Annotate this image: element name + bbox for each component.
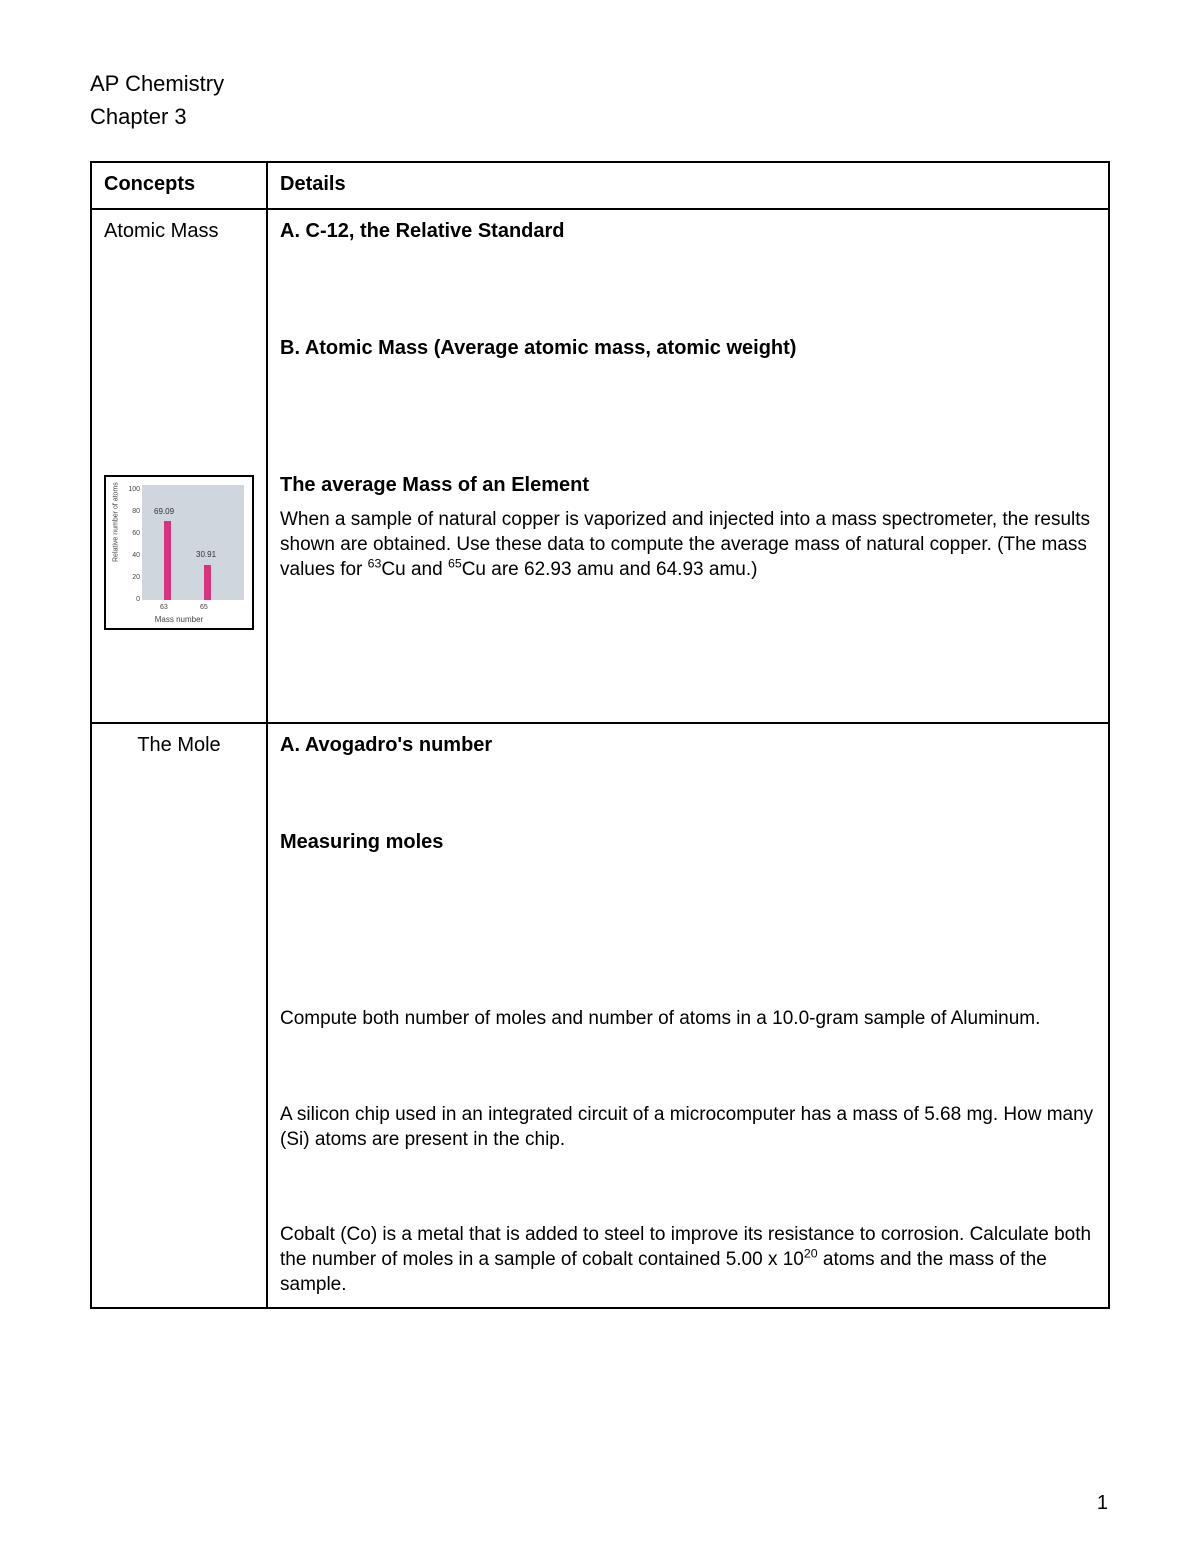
concept-label: The Mole — [104, 732, 254, 759]
isotope-symbol: Cu — [381, 559, 405, 580]
doc-title: AP Chemistry — [90, 70, 1110, 99]
details-cell-the-mole: A. Avogadro's number Measuring moles Com… — [267, 723, 1109, 1307]
details-cell-atomic-mass: A. C-12, the Relative Standard B. Atomic… — [267, 209, 1109, 723]
chart-y-label: Relative number of atoms — [111, 482, 120, 562]
chart-y-tick: 20 — [126, 573, 140, 582]
section-a-heading: A. C-12, the Relative Standard — [280, 218, 1096, 245]
col-header-details: Details — [267, 162, 1109, 209]
isotope-sup: 65 — [448, 557, 462, 571]
text-fragment: and — [406, 559, 448, 580]
table-row: The Mole A. Avogadro's number Measuring … — [91, 723, 1109, 1307]
table-row: Atomic Mass Relative number of atoms 100… — [91, 209, 1109, 723]
chart-y-tick: 60 — [126, 529, 140, 538]
chart-y-tick: 80 — [126, 507, 140, 516]
chart-y-tick: 100 — [126, 485, 140, 494]
problem-text: Cobalt (Co) is a metal that is added to … — [280, 1222, 1096, 1297]
problem-text: When a sample of natural copper is vapor… — [280, 507, 1096, 582]
isotope-sup: 63 — [368, 557, 382, 571]
chart-bar-label: 30.91 — [196, 550, 216, 561]
chart-plot-area: 69.09 30.91 — [142, 485, 244, 600]
mass-spectrum-chart: Relative number of atoms 100 80 60 40 20… — [104, 475, 254, 630]
chart-x-label: Mass number — [106, 615, 252, 626]
text-fragment: are 62.93 amu and 64.93 amu.) — [486, 559, 757, 580]
subsection-heading: The average Mass of an Element — [280, 472, 1096, 499]
chart-x-tick: 63 — [160, 603, 168, 612]
concept-cell-the-mole: The Mole — [91, 723, 267, 1307]
spacer — [280, 582, 1096, 712]
chart-bar-63 — [164, 521, 171, 600]
col-header-concepts: Concepts — [91, 162, 267, 209]
chart-bar-label: 69.09 — [154, 507, 174, 518]
chart-bar-65 — [204, 565, 211, 601]
isotope-symbol: Cu — [462, 559, 486, 580]
section-a-heading: A. Avogadro's number — [280, 732, 1096, 759]
problem-text: A silicon chip used in an integrated cir… — [280, 1102, 1096, 1152]
concept-cell-atomic-mass: Atomic Mass Relative number of atoms 100… — [91, 209, 267, 723]
page-number: 1 — [1097, 1492, 1108, 1515]
subsection-heading: Measuring moles — [280, 829, 1096, 856]
chart-y-tick: 0 — [126, 595, 140, 604]
concept-label: Atomic Mass — [104, 218, 254, 245]
table-header-row: Concepts Details — [91, 162, 1109, 209]
problem-text: Compute both number of moles and number … — [280, 1006, 1096, 1031]
section-b-heading: B. Atomic Mass (Average atomic mass, ato… — [280, 335, 1096, 362]
notes-table: Concepts Details Atomic Mass Relative nu… — [90, 161, 1110, 1309]
exponent-sup: 20 — [804, 1246, 818, 1260]
doc-subtitle: Chapter 3 — [90, 103, 1110, 132]
chart-y-tick: 40 — [126, 551, 140, 560]
chart-x-tick: 65 — [200, 603, 208, 612]
